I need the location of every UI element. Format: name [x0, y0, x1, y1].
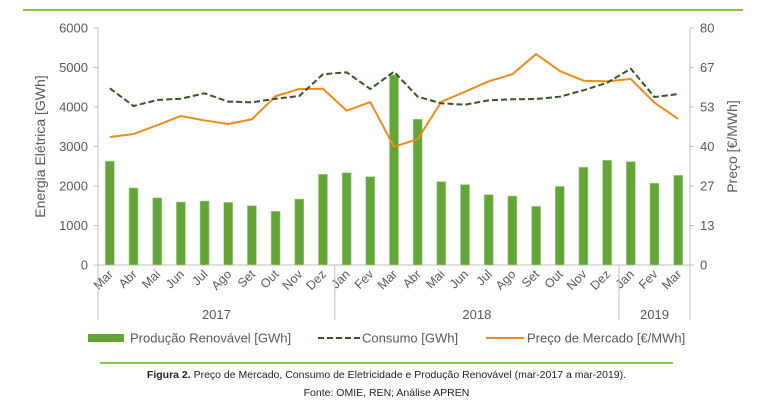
right-tick-label: 27: [700, 179, 714, 194]
x-tick-label: Jul: [189, 267, 210, 288]
left-tick-label: 6000: [59, 21, 88, 36]
bar: [318, 174, 328, 266]
x-tick-label: Jan: [613, 267, 637, 291]
x-tick-label: Jun: [163, 267, 187, 291]
bar: [199, 200, 210, 266]
x-tick-label: Set: [519, 267, 543, 291]
x-tick-label: Jul: [474, 267, 495, 288]
chart: 0 1000 2000 3000 4000 5000 6000 0 13 27 40 53 67 80 En…: [32, 21, 740, 346]
right-tick-label: 53: [700, 100, 714, 115]
bar: [223, 202, 234, 266]
x-tick-label: Mar: [91, 267, 116, 292]
x-tick-label: Mai: [423, 267, 447, 291]
x-tick-label: Mai: [139, 267, 163, 291]
bar: [389, 74, 399, 266]
x-tick-label: Ago: [209, 267, 235, 293]
right-tick-label: 67: [700, 60, 714, 75]
x-tick-label: Abr: [400, 267, 424, 291]
right-axis-title: Preço [€/MWh]: [724, 100, 740, 193]
left-tick-label: 5000: [59, 60, 88, 75]
bar: [412, 118, 423, 266]
bar: [128, 187, 139, 266]
bar: [602, 160, 612, 266]
bar: [294, 198, 305, 266]
left-tick-label: 3000: [59, 139, 88, 154]
bar: [341, 172, 352, 266]
figure-caption: Figura 2. Preço de Mercado, Consumo de E…: [0, 369, 773, 381]
x-tick-label: Nov: [280, 267, 306, 293]
x-tick-label: Fev: [352, 267, 377, 292]
bar: [578, 166, 589, 266]
figure-label: Figura 2.: [146, 369, 191, 381]
bar: [483, 194, 494, 266]
left-tick-label: 1000: [59, 218, 88, 233]
line-series: [109, 53, 679, 148]
top-rule: [23, 9, 743, 11]
bar: [105, 160, 115, 266]
x-tick-label: Set: [235, 267, 259, 291]
right-tick-label: 80: [700, 21, 714, 36]
year-label: 2019: [640, 307, 669, 322]
bar: [625, 161, 636, 266]
bar: [247, 205, 257, 266]
year-label: 2018: [462, 307, 491, 322]
x-tick-label: Nov: [564, 267, 590, 293]
x-tick-label: Mar: [375, 267, 400, 292]
x-tick-label: Out: [258, 267, 283, 292]
bar: [507, 195, 518, 266]
x-tick-label: Fev: [636, 267, 661, 292]
axes: 0 1000 2000 3000 4000 5000 6000 0 13 27 40 53 67 80 En…: [32, 21, 740, 273]
bar-series-producao-renovavel: [105, 74, 683, 266]
bar: [152, 197, 162, 266]
right-tick-label: 0: [700, 258, 707, 273]
figure-source: Fonte: OMIE, REN; Análise APREN: [303, 387, 470, 399]
bar: [673, 175, 683, 266]
line-preco-de-mercado: [109, 53, 679, 148]
line-consumo: [109, 67, 679, 108]
figure-text: Preço de Mercado, Consumo de Eletricidad…: [190, 369, 627, 381]
bar: [365, 176, 376, 266]
bar: [436, 181, 447, 266]
year-label: 2017: [202, 307, 231, 322]
left-tick-label: 4000: [59, 100, 88, 115]
legend: Produção Renovável [GWh] Consumo [GWh] Pre…: [88, 331, 685, 346]
x-tick-label: Abr: [116, 267, 140, 291]
legend-swatch-producao: [88, 334, 124, 342]
legend-label-producao: Produção Renovável [GWh]: [130, 331, 291, 346]
right-tick-label: 40: [700, 139, 714, 154]
bar: [270, 210, 281, 266]
left-axis-title: Energia Elétrica [GWh]: [32, 75, 48, 217]
bar: [176, 201, 186, 266]
left-tick-label: 0: [81, 258, 88, 273]
bar: [649, 182, 660, 266]
legend-label-preco: Preço de Mercado [€/MWh]: [527, 331, 685, 346]
legend-label-consumo: Consumo [GWh]: [362, 331, 458, 346]
x-tick-label: Jun: [447, 267, 471, 291]
x-tick-label: Dez: [588, 267, 614, 293]
bar: [460, 184, 470, 266]
left-tick-label: 2000: [59, 179, 88, 194]
x-tick-label: Dez: [303, 267, 329, 293]
caption-rule: [100, 362, 673, 364]
x-tick-label: Mar: [659, 267, 684, 292]
right-tick-label: 13: [700, 218, 714, 233]
x-tick-label: Ago: [493, 267, 519, 293]
bar: [554, 186, 565, 266]
x-tick-label: Jan: [329, 267, 353, 291]
x-tick-label: Out: [542, 267, 567, 292]
bar: [531, 206, 541, 266]
